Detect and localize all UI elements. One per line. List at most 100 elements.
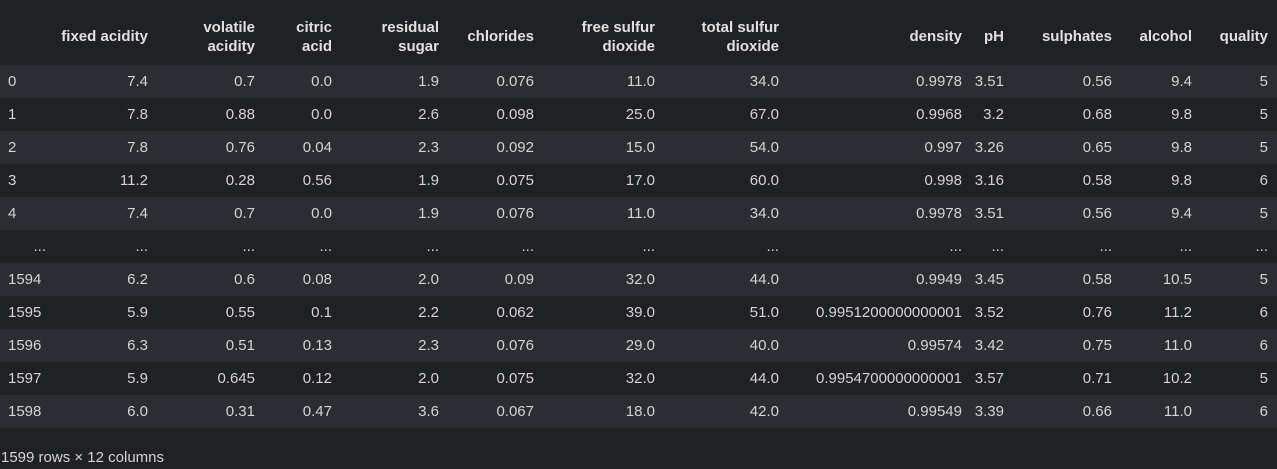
table-cell: 17.0 bbox=[625, 172, 655, 189]
table-cell: 0.13 bbox=[302, 337, 332, 354]
column-header: volatile acidity bbox=[203, 18, 255, 55]
table-cell: 1.9 bbox=[418, 172, 439, 189]
table-cell: 32.0 bbox=[625, 370, 655, 387]
dataframe-shape-footer: 1599 rows × 12 columns bbox=[1, 449, 165, 466]
table-cell: 0.58 bbox=[1082, 172, 1112, 189]
table-cell: 0.68 bbox=[1082, 106, 1112, 123]
table-cell: 0.9954700000000001 bbox=[816, 370, 962, 387]
table-cell: 60.0 bbox=[749, 172, 779, 189]
row-index: 1594 bbox=[8, 271, 42, 288]
table-row: 1598 6.0 0.31 0.47 3.6 0.067 18.0 42.0 0.99549 3.… bbox=[0, 395, 1277, 428]
table-cell: ... bbox=[949, 238, 962, 255]
row-index: 1597 bbox=[8, 370, 42, 387]
row-index: 0 bbox=[8, 73, 17, 90]
table-cell: 9.8 bbox=[1171, 106, 1192, 123]
table-cell: 0.075 bbox=[496, 172, 534, 189]
table-cell: 5.9 bbox=[127, 304, 148, 321]
row-index: 3 bbox=[8, 172, 17, 189]
table-cell: 5 bbox=[1259, 139, 1268, 156]
table-cell: 0.076 bbox=[496, 73, 534, 90]
table-cell: 5 bbox=[1259, 271, 1268, 288]
table-row: 1595 5.9 0.55 0.1 2.2 0.062 39.0 51.0 0.99512000… bbox=[0, 296, 1277, 329]
table-cell: 0.998 bbox=[924, 172, 962, 189]
table-cell: 3.39 bbox=[974, 403, 1004, 420]
table-cell: 3.51 bbox=[974, 205, 1004, 222]
dataframe-table: fixed acidity volatile acidity citric acid… bbox=[0, 8, 1277, 428]
table-cell: 9.4 bbox=[1171, 205, 1192, 222]
table-cell: 11.0 bbox=[626, 205, 655, 222]
column-header: citric acid bbox=[296, 18, 332, 55]
table-cell: 15.0 bbox=[625, 139, 655, 156]
row-index: 1595 bbox=[8, 304, 42, 321]
table-cell: 67.0 bbox=[749, 106, 779, 123]
table-cell: 39.0 bbox=[625, 304, 655, 321]
table-cell: 0.56 bbox=[302, 172, 332, 189]
table-cell: 3.52 bbox=[974, 304, 1004, 321]
dataframe-output: fixed acidity volatile acidity citric acid… bbox=[0, 8, 1277, 428]
table-cell: 0.99574 bbox=[907, 337, 962, 354]
table-cell: ... bbox=[242, 238, 255, 255]
table-cell: 0.6 bbox=[234, 271, 255, 288]
table-cell: 1.9 bbox=[418, 205, 439, 222]
table-body: 0 7.4 0.7 0.0 1.9 0.076 11.0 34.0 0.9978 3.51 0.56… bbox=[0, 65, 1277, 428]
table-cell: 10.5 bbox=[1162, 271, 1192, 288]
table-cell: 0.71 bbox=[1082, 370, 1112, 387]
column-header: residual sugar bbox=[381, 18, 439, 55]
table-cell: 7.8 bbox=[127, 106, 148, 123]
table-cell: 2.3 bbox=[418, 337, 439, 354]
table-cell: 42.0 bbox=[749, 403, 779, 420]
table-cell: 0.9978 bbox=[916, 73, 962, 90]
column-header: alcohol bbox=[1139, 28, 1192, 45]
table-cell: 0.31 bbox=[225, 403, 255, 420]
table-cell: 0.56 bbox=[1082, 73, 1112, 90]
table-cell: 9.8 bbox=[1171, 172, 1192, 189]
table-cell: 0.56 bbox=[1082, 205, 1112, 222]
table-cell: 3.45 bbox=[974, 271, 1004, 288]
table-cell: 3.2 bbox=[983, 106, 1004, 123]
table-cell: ... bbox=[426, 238, 439, 255]
table-cell: 2.6 bbox=[418, 106, 439, 123]
table-row: 1596 6.3 0.51 0.13 2.3 0.076 29.0 40.0 0.99574 3.… bbox=[0, 329, 1277, 362]
table-cell: 5 bbox=[1259, 370, 1268, 387]
table-cell: 3.42 bbox=[974, 337, 1004, 354]
table-cell: 0.51 bbox=[225, 337, 255, 354]
table-row: 1594 6.2 0.6 0.08 2.0 0.09 32.0 44.0 0.9949 3.45 0… bbox=[0, 263, 1277, 296]
column-header: density bbox=[909, 28, 962, 45]
table-row: 3 11.2 0.28 0.56 1.9 0.075 17.0 60.0 0.998 3.16 0.… bbox=[0, 164, 1277, 197]
table-cell: ... bbox=[1255, 238, 1268, 255]
table-cell: 9.8 bbox=[1171, 139, 1192, 156]
table-cell: 0.58 bbox=[1082, 271, 1112, 288]
table-cell: 54.0 bbox=[749, 139, 779, 156]
table-cell: ... bbox=[642, 238, 655, 255]
table-cell: 11.0 bbox=[1163, 337, 1192, 354]
table-cell: 0.076 bbox=[496, 205, 534, 222]
table-cell: 34.0 bbox=[749, 205, 779, 222]
table-cell: 0.47 bbox=[302, 403, 332, 420]
table-cell: 0.0 bbox=[311, 106, 332, 123]
column-header: pH bbox=[984, 28, 1004, 45]
row-index: 2 bbox=[8, 139, 17, 156]
table-cell: 0.76 bbox=[225, 139, 255, 156]
table-cell: 0.645 bbox=[217, 370, 255, 387]
table-row: 1 7.8 0.88 0.0 2.6 0.098 25.0 67.0 0.9968 3.2 0.68… bbox=[0, 98, 1277, 131]
table-cell: ... bbox=[1099, 238, 1112, 255]
table-cell: 0.092 bbox=[496, 139, 534, 156]
table-cell: 0.55 bbox=[225, 304, 255, 321]
table-cell: 7.4 bbox=[127, 205, 148, 222]
table-cell: 3.16 bbox=[974, 172, 1004, 189]
table-cell: 0.12 bbox=[302, 370, 332, 387]
column-header: chlorides bbox=[467, 28, 534, 45]
column-header: quality bbox=[1219, 28, 1268, 45]
row-index: 4 bbox=[8, 205, 17, 222]
table-cell: 0.04 bbox=[302, 139, 332, 156]
table-cell: 18.0 bbox=[625, 403, 655, 420]
table-cell: 0.0 bbox=[311, 73, 332, 90]
column-header: total sulfur dioxide bbox=[701, 18, 780, 55]
table-cell: 44.0 bbox=[749, 370, 779, 387]
table-cell: 0.28 bbox=[225, 172, 255, 189]
table-row: 1597 5.9 0.645 0.12 2.0 0.075 32.0 44.0 0.995470… bbox=[0, 362, 1277, 395]
table-cell: 0.9951200000000001 bbox=[816, 304, 962, 321]
table-cell: 34.0 bbox=[749, 73, 779, 90]
table-cell: 6.2 bbox=[127, 271, 148, 288]
row-index: 1 bbox=[8, 106, 17, 123]
